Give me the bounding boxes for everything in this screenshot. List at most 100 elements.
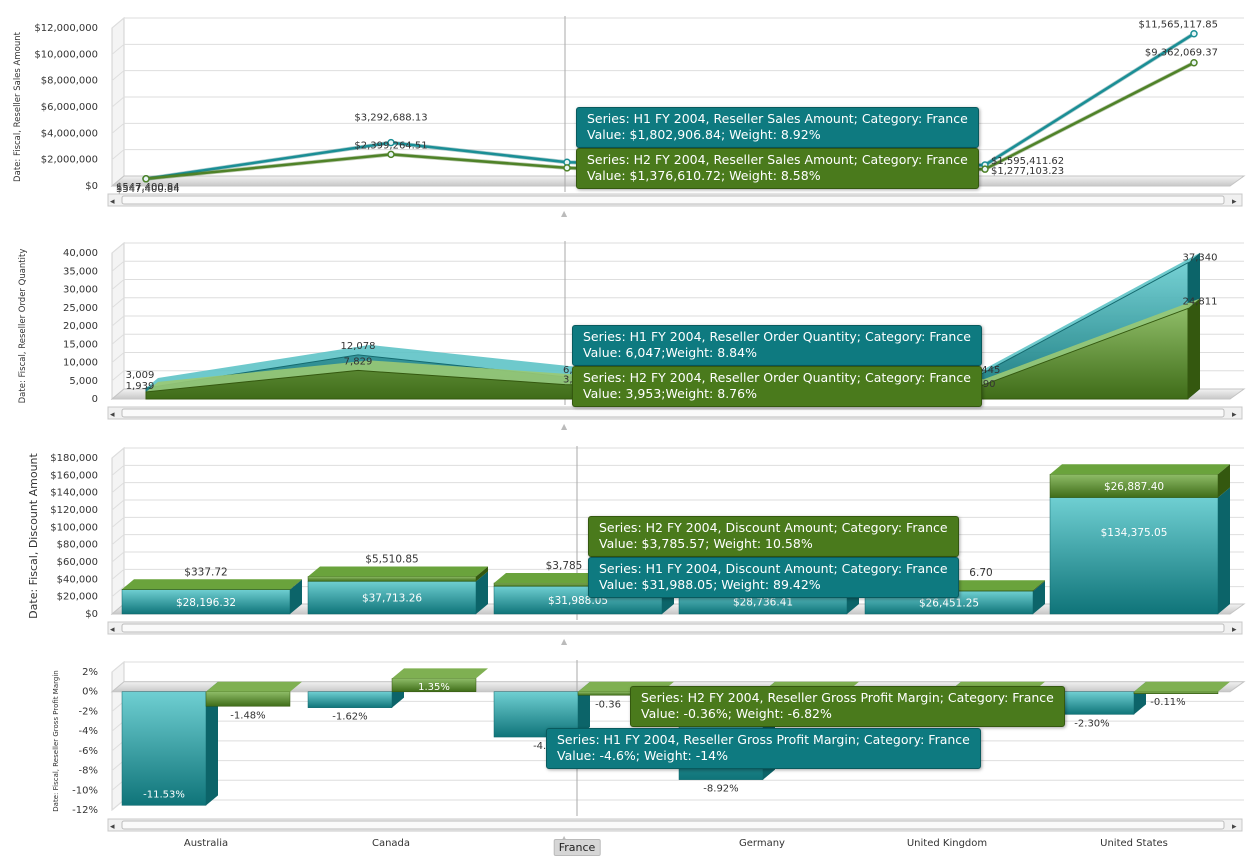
data-label: $5,510.85 bbox=[365, 554, 418, 566]
data-label: $31,988.05 bbox=[548, 595, 608, 607]
bar-side bbox=[290, 579, 302, 614]
y-tick-label: $6,000,000 bbox=[41, 102, 98, 113]
area-top-face bbox=[146, 252, 1200, 389]
data-point bbox=[1190, 58, 1198, 67]
tooltip-series-line: Series: H1 FY 2004, Discount Amount; Cat… bbox=[599, 561, 948, 576]
gridline-side bbox=[111, 17, 125, 29]
y-tick-label: $40,000 bbox=[57, 574, 98, 585]
scroll-left-icon: ◂ bbox=[110, 625, 115, 635]
bar-side bbox=[1033, 581, 1045, 614]
y-tick-label: $8,000,000 bbox=[41, 76, 98, 87]
y-tick-label: -8% bbox=[79, 766, 98, 777]
tooltip-value-line: Value: 6,047;Weight: 8.84% bbox=[583, 345, 757, 360]
bar-side bbox=[290, 579, 302, 590]
y-tick-label: -6% bbox=[79, 746, 98, 757]
tooltip-value-line: Value: 3,953;Weight: 8.76% bbox=[583, 386, 757, 401]
gridline-side bbox=[111, 333, 125, 345]
gridline-side bbox=[111, 534, 125, 546]
y-tick-label: $60,000 bbox=[57, 557, 98, 568]
data-label: 6, bbox=[563, 365, 573, 376]
data-label: $1,595,411.62 bbox=[991, 156, 1064, 167]
y-tick-label: $4,000,000 bbox=[41, 128, 98, 139]
gridline-side bbox=[111, 464, 125, 476]
y-axis-title: Date: Fiscal, Discount Amount bbox=[27, 452, 40, 618]
data-label: 37,340 bbox=[1183, 253, 1218, 264]
y-tick-label: 0 bbox=[92, 394, 98, 405]
data-label: 7,829 bbox=[344, 356, 373, 367]
tooltip-h1: Series: H1 FY 2004, Discount Amount; Cat… bbox=[588, 557, 959, 598]
y-tick-label: $10,000,000 bbox=[34, 49, 98, 60]
y-tick-label: -10% bbox=[72, 785, 98, 796]
y-tick-label: $80,000 bbox=[57, 540, 98, 551]
tooltip-value-line: Value: -0.36%; Weight: -6.82% bbox=[641, 706, 832, 721]
gridline-side bbox=[111, 279, 125, 290]
tooltip-value-line: Value: $31,988.05; Weight: 89.42% bbox=[599, 577, 821, 592]
data-point bbox=[387, 138, 395, 147]
scrollbar-thumb bbox=[121, 820, 1225, 830]
data-label: $337.72 bbox=[184, 566, 227, 578]
bar-top bbox=[206, 681, 302, 692]
y-tick-label: $140,000 bbox=[50, 488, 98, 499]
tooltip-h2: Series: H2 FY 2004, Reseller Sales Amoun… bbox=[576, 148, 979, 189]
bar-side bbox=[578, 681, 590, 738]
x-category-label[interactable]: Germany bbox=[739, 838, 785, 849]
gridline-side bbox=[111, 661, 125, 673]
bar-side bbox=[1218, 464, 1230, 498]
bar-side bbox=[1033, 580, 1045, 592]
tooltip-series-line: Series: H1 FY 2004, Reseller Sales Amoun… bbox=[587, 111, 968, 126]
y-tick-label: 20,000 bbox=[63, 321, 98, 332]
data-point bbox=[981, 165, 989, 173]
tooltip-value-line: Value: $1,376,610.72; Weight: 8.58% bbox=[587, 168, 821, 183]
data-label: $2,399,264.51 bbox=[354, 140, 427, 151]
scroll-left-icon: ◂ bbox=[110, 822, 115, 832]
tooltip-series-line: Series: H2 FY 2004, Reseller Gross Profi… bbox=[641, 690, 1054, 705]
y-tick-label: 40,000 bbox=[63, 248, 98, 259]
y-tick-label: $160,000 bbox=[50, 470, 98, 481]
tooltip-value-line: Value: $3,785.57; Weight: 10.58% bbox=[599, 536, 813, 551]
panel-splitter-icon: ▲ bbox=[561, 209, 568, 218]
y-tick-label: 10,000 bbox=[63, 358, 98, 369]
bar-side bbox=[206, 681, 218, 806]
gridline-side bbox=[111, 96, 125, 108]
area-side-face bbox=[1188, 298, 1200, 399]
y-tick-label: $2,000,000 bbox=[41, 155, 98, 166]
y-tick-label: $120,000 bbox=[50, 505, 98, 516]
gridline-side bbox=[111, 568, 125, 580]
y-tick-label: -4% bbox=[79, 726, 98, 737]
bar-side bbox=[476, 571, 488, 614]
gridline-side bbox=[111, 242, 125, 254]
y-tick-label: 15,000 bbox=[63, 339, 98, 350]
data-point bbox=[387, 150, 395, 159]
data-label: $37,713.26 bbox=[362, 593, 422, 605]
scroll-right-icon: ▸ bbox=[1232, 197, 1237, 207]
x-category-label[interactable]: Canada bbox=[371, 838, 411, 849]
data-label: -0.11% bbox=[1150, 697, 1185, 708]
panel-splitter-icon: ▲ bbox=[561, 637, 568, 646]
x-category-label[interactable]: France bbox=[553, 839, 601, 856]
bar-h2 bbox=[307, 576, 477, 582]
y-axis-title: Date: Fiscal, Reseller Order Quantity bbox=[18, 249, 28, 404]
data-label: 24,811 bbox=[1183, 296, 1218, 307]
gridline-side bbox=[111, 447, 125, 459]
gridline-side bbox=[111, 43, 125, 55]
x-category-label[interactable]: United Kingdom bbox=[906, 838, 988, 849]
data-label: $28,736.41 bbox=[733, 597, 793, 609]
gridline-side bbox=[111, 122, 125, 134]
data-label: $134,375.05 bbox=[1101, 527, 1168, 539]
tooltip-value-line: Value: -4.6%; Weight: -14% bbox=[557, 748, 728, 763]
y-tick-label: -2% bbox=[79, 706, 98, 717]
scroll-left-icon: ◂ bbox=[110, 410, 115, 420]
y-tick-label: $20,000 bbox=[57, 592, 98, 603]
gridline-side bbox=[111, 516, 125, 528]
bar-top bbox=[1134, 681, 1230, 692]
data-label: -8.92% bbox=[703, 784, 738, 795]
x-category-label[interactable]: Australia bbox=[183, 838, 229, 849]
gridline-side bbox=[111, 260, 125, 272]
gridline-side bbox=[111, 149, 125, 161]
data-label: -0.36 bbox=[595, 699, 621, 710]
x-category-label[interactable]: United States bbox=[1100, 838, 1168, 849]
y-tick-label: $12,000,000 bbox=[34, 23, 98, 34]
data-label: $9,362,069.37 bbox=[1145, 48, 1218, 59]
gridline-side bbox=[111, 297, 125, 309]
tooltip-series-line: Series: H2 FY 2004, Reseller Sales Amoun… bbox=[587, 152, 968, 167]
